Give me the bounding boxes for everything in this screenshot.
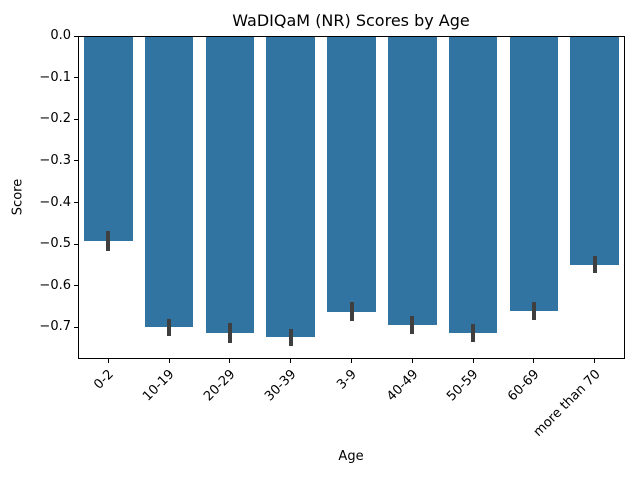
x-tick-mark	[290, 359, 292, 363]
error-bar	[592, 255, 597, 274]
y-tick-mark	[74, 243, 78, 245]
y-tick-mark	[74, 35, 78, 37]
y-tick-mark	[74, 285, 78, 287]
error-bar	[410, 315, 415, 334]
chart-title: WaDIQaM (NR) Scores by Age	[232, 11, 470, 30]
x-tick-label: 30-39	[261, 367, 300, 405]
error-bar	[531, 302, 536, 320]
x-tick-mark	[351, 359, 352, 363]
y-tick-mark	[74, 118, 78, 120]
x-axis-label: Age	[338, 449, 364, 464]
y-tick-label: −0.3	[39, 152, 71, 168]
x-tick-mark	[107, 359, 109, 363]
bar	[509, 36, 559, 311]
bar	[144, 36, 194, 328]
y-tick-mark	[74, 160, 78, 162]
x-tick-label: 20-29	[201, 367, 239, 405]
y-tick-label: −0.2	[39, 111, 71, 127]
y-tick-label: −0.7	[39, 319, 71, 335]
bar	[84, 36, 133, 242]
bar	[327, 36, 376, 312]
bar	[266, 36, 315, 338]
y-tick-label: −0.6	[39, 277, 71, 293]
bar	[388, 36, 437, 325]
y-tick-label: 0.0	[50, 28, 71, 43]
x-tick-label: 3-9	[334, 367, 361, 393]
x-tick-label: 10-19	[140, 367, 178, 405]
x-tick-label: 0-2	[91, 367, 118, 393]
x-tick-mark	[229, 359, 231, 363]
error-bar	[167, 318, 172, 337]
x-tick-mark	[594, 359, 596, 363]
x-tick-label: 40-49	[383, 367, 421, 405]
bar	[570, 36, 619, 265]
error-bar	[288, 328, 293, 347]
x-tick-label: 50-59	[444, 367, 482, 405]
x-tick-mark	[411, 359, 413, 363]
error-bar	[349, 302, 354, 321]
y-tick-label: −0.5	[39, 236, 71, 252]
error-bar	[227, 322, 232, 343]
y-tick-label: −0.4	[39, 194, 71, 210]
y-tick-mark	[74, 77, 78, 79]
x-tick-mark	[533, 359, 535, 363]
bar	[205, 36, 255, 333]
error-bar	[471, 324, 476, 342]
x-tick-label: 60-69	[505, 367, 543, 405]
y-tick-label: −0.1	[39, 69, 71, 85]
x-tick-mark	[168, 359, 170, 363]
y-tick-mark	[74, 202, 78, 203]
x-tick-mark	[472, 359, 474, 363]
error-bar	[106, 231, 111, 252]
bar	[448, 36, 498, 333]
y-tick-mark	[74, 326, 78, 328]
